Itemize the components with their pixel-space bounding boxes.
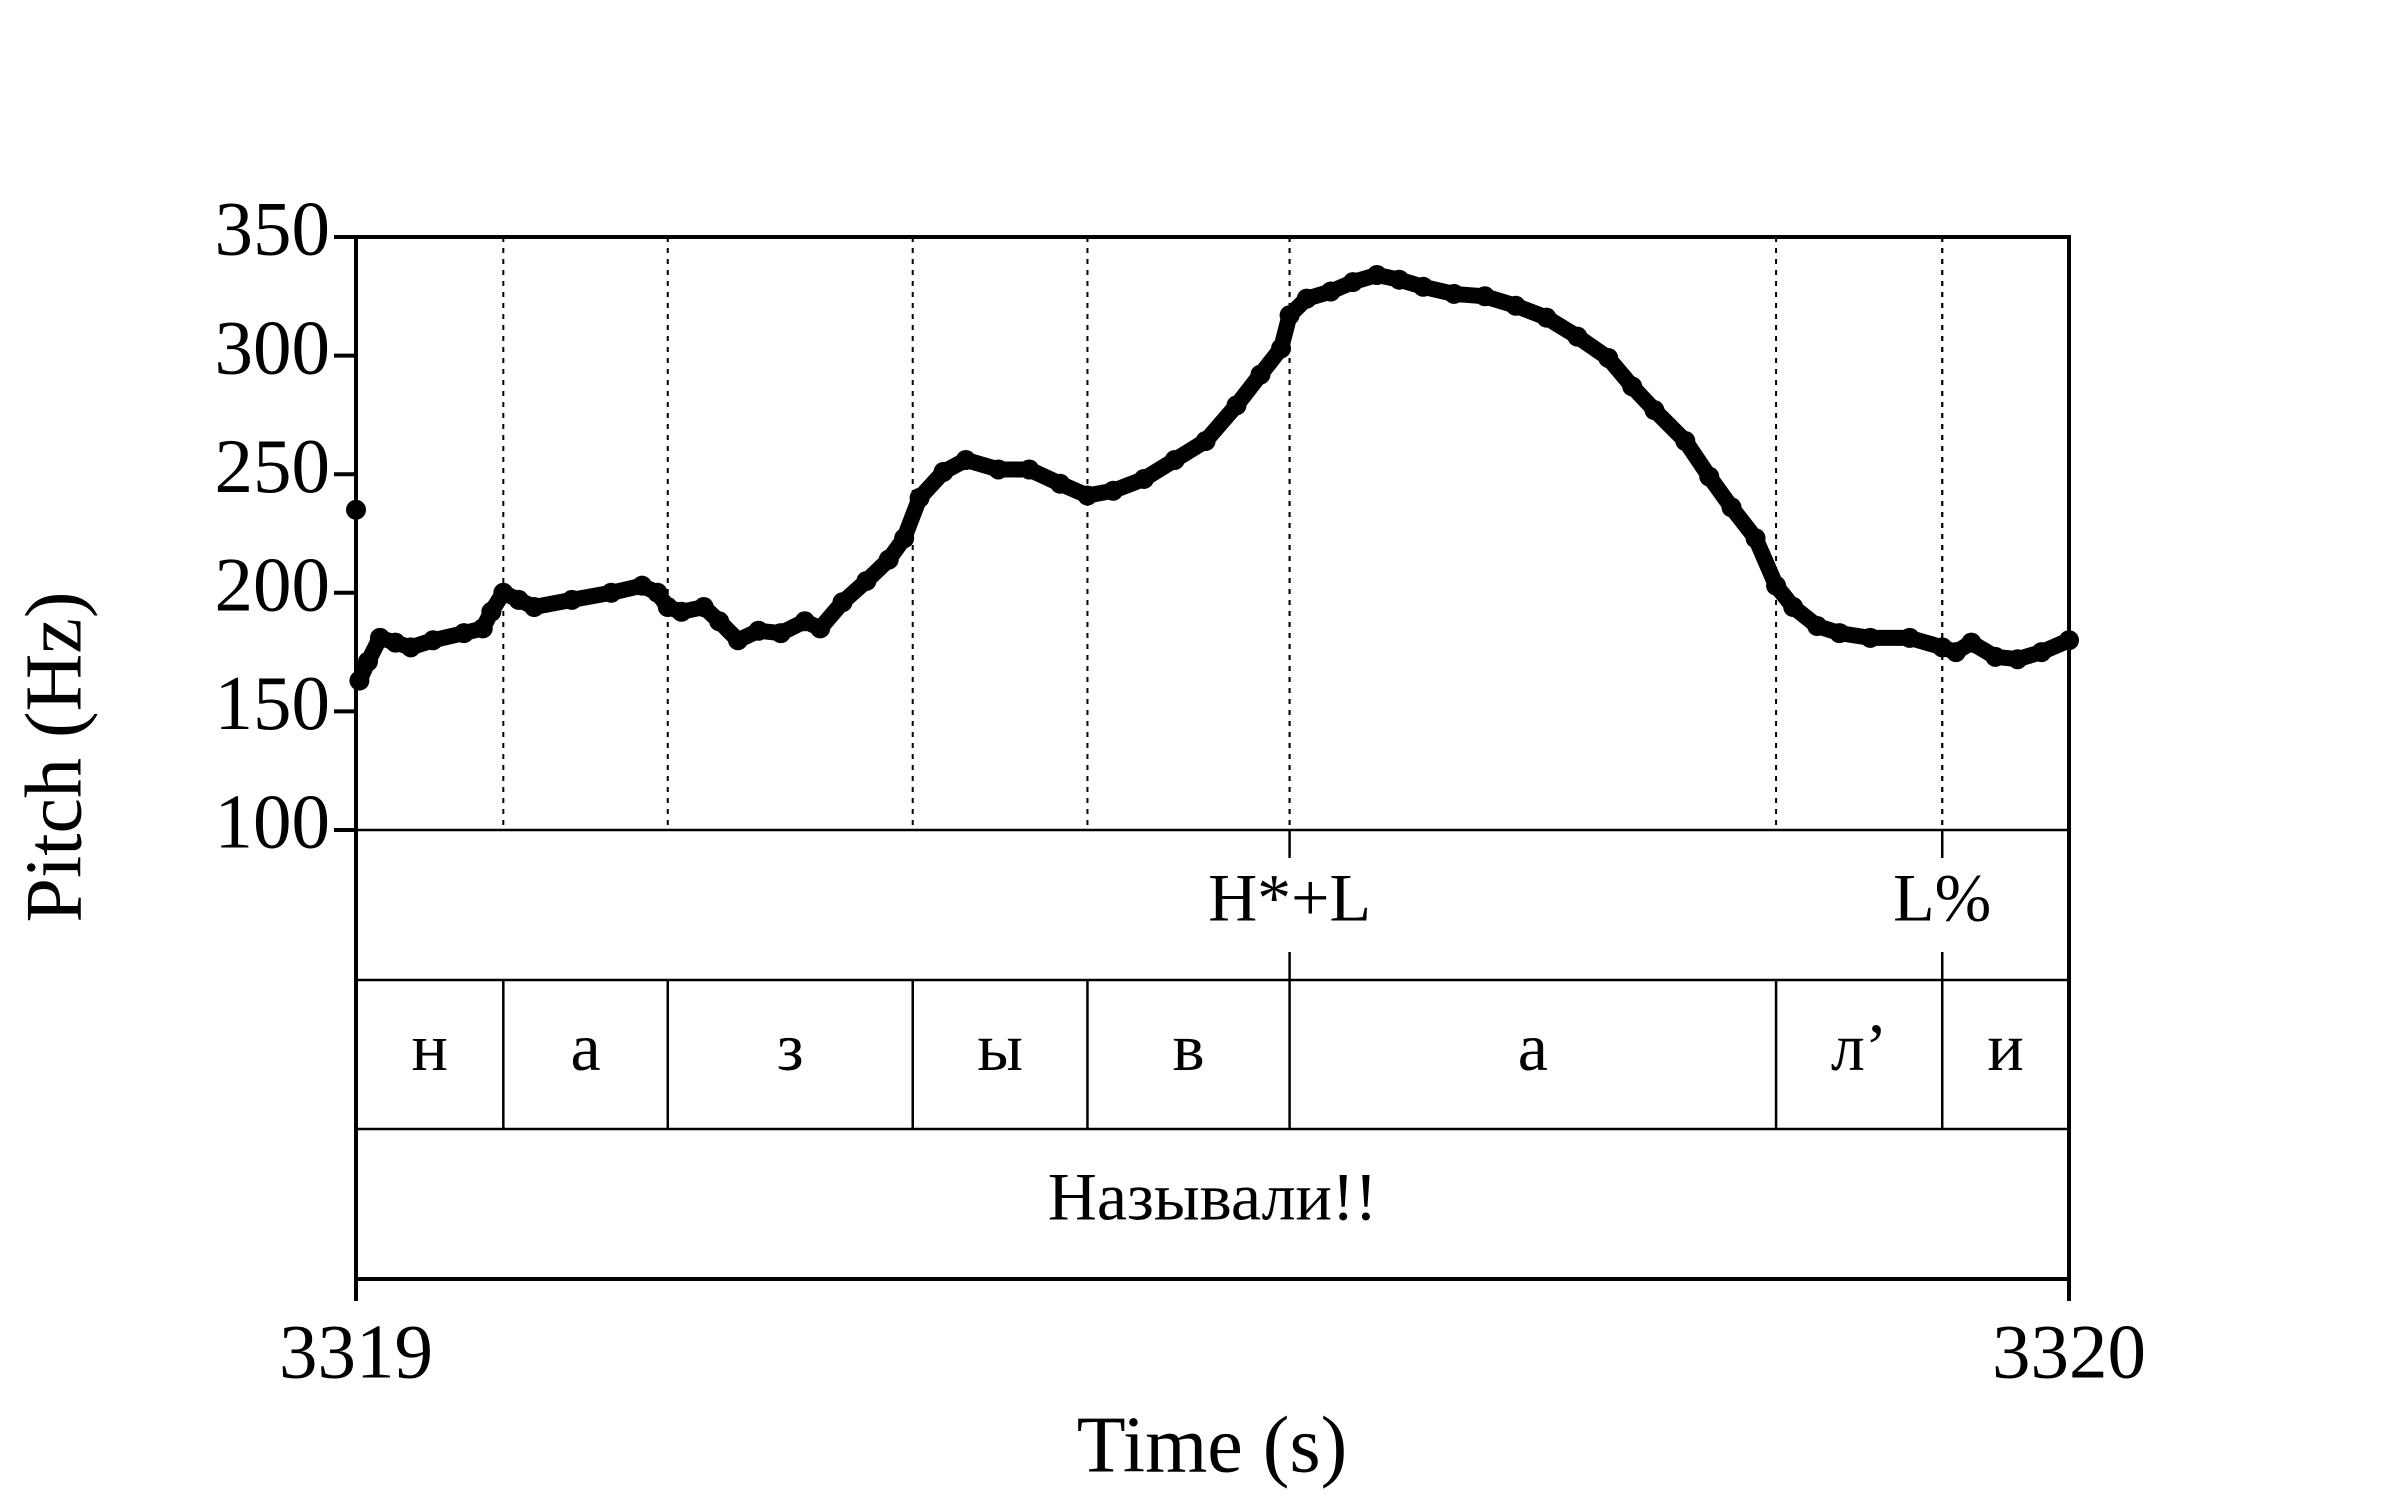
pitch-point xyxy=(1721,497,1742,518)
pitch-point xyxy=(1050,473,1071,494)
y-tick-label: 350 xyxy=(215,186,331,272)
pitch-point xyxy=(988,459,1009,480)
pitch-point xyxy=(794,611,815,632)
pitch-point xyxy=(1164,449,1185,470)
pitch-point xyxy=(878,549,899,570)
pitch-point xyxy=(1103,480,1124,501)
pitch-point xyxy=(601,582,622,603)
pitch-point xyxy=(748,620,769,641)
pitch-point xyxy=(1389,269,1410,290)
pitch-point xyxy=(832,592,853,613)
pitch-point xyxy=(1250,364,1271,385)
segment-label: и xyxy=(1987,1009,2023,1085)
pitch-point xyxy=(909,487,930,508)
pitch-point xyxy=(1766,575,1787,596)
pitch-point xyxy=(1474,286,1495,307)
pitch-point xyxy=(508,589,529,610)
pitch-point xyxy=(1505,295,1526,316)
segment-label: ы xyxy=(977,1009,1023,1085)
segment-label: а xyxy=(570,1009,600,1085)
pitch-point xyxy=(1133,468,1154,489)
x-tick-label: 3319 xyxy=(279,1309,433,1395)
pitch-point xyxy=(1271,338,1292,359)
pitch-point xyxy=(453,623,474,644)
x-tick-label: 3320 xyxy=(1992,1309,2146,1395)
pitch-point xyxy=(2031,642,2052,663)
pitch-point xyxy=(727,630,748,651)
pitch-point xyxy=(1745,528,1766,549)
pitch-point xyxy=(349,670,370,691)
x-axis-label: Time (s) xyxy=(1077,1401,1347,1489)
pitch-point xyxy=(955,449,976,470)
tone-label: L% xyxy=(1893,860,1991,936)
pitch-point xyxy=(1019,459,1040,480)
pitch-point xyxy=(357,651,378,672)
pitch-point xyxy=(1413,276,1434,297)
plot-frame xyxy=(354,235,2071,1281)
y-tick-label: 150 xyxy=(215,660,331,746)
pitch-point xyxy=(524,597,545,618)
pitch-point xyxy=(1444,283,1465,304)
pitch-point xyxy=(1279,305,1300,326)
pitch-point xyxy=(1675,430,1696,451)
pitch-point xyxy=(1320,281,1341,302)
pitch-point xyxy=(1296,288,1317,309)
pitch-point xyxy=(2007,649,2028,670)
pitch-point xyxy=(400,637,421,658)
pitch-point xyxy=(1622,376,1643,397)
pitch-point xyxy=(1829,623,1850,644)
pitch-point xyxy=(1195,430,1216,451)
pitch-point xyxy=(1366,264,1387,285)
pitch-point xyxy=(493,582,514,603)
y-axis-label: Pitch (Hz) xyxy=(10,591,98,922)
pitch-point xyxy=(472,618,493,639)
y-tick-label: 250 xyxy=(215,423,331,509)
segment-label: н xyxy=(411,1009,447,1085)
pitch-point xyxy=(2059,630,2079,651)
pitch-point xyxy=(770,623,791,644)
pitch-point xyxy=(933,461,954,482)
pitch-point xyxy=(693,597,714,618)
pitch-point xyxy=(423,630,444,651)
pitch-point xyxy=(1783,597,1804,618)
pitch-point xyxy=(856,570,877,591)
pitch-point xyxy=(1699,466,1720,487)
pitch-point xyxy=(671,601,692,622)
pitch-point xyxy=(810,618,831,639)
pitch-point xyxy=(1807,616,1828,637)
y-tick-label: 300 xyxy=(215,304,331,390)
pitch-point xyxy=(1226,395,1247,416)
pitch-point xyxy=(1567,326,1588,347)
pitch-point xyxy=(1945,642,1966,663)
pitch-point xyxy=(346,499,366,520)
y-tick-label: 100 xyxy=(215,779,331,865)
pitch-point xyxy=(1985,646,2006,667)
pitch-point xyxy=(632,575,653,596)
y-tick-label: 200 xyxy=(215,541,331,627)
pitch-point xyxy=(1961,632,1982,653)
pitch-point xyxy=(1077,485,1098,506)
tone-label: H*+L xyxy=(1208,860,1371,936)
pitch-point xyxy=(1342,272,1363,293)
pitch-point xyxy=(894,528,915,549)
pitch-point xyxy=(1536,307,1557,328)
pitch-point xyxy=(647,582,668,603)
word-label: Называли!! xyxy=(1048,1159,1377,1235)
pitch-point xyxy=(561,589,582,610)
segment-label: в xyxy=(1172,1009,1204,1085)
segment-label: а xyxy=(1518,1009,1548,1085)
segment-label: з xyxy=(777,1009,804,1085)
pitch-point xyxy=(369,627,390,648)
pitch-point xyxy=(481,601,502,622)
pitch-point xyxy=(1899,627,1920,648)
pitch-point xyxy=(1644,400,1665,421)
pitch-point xyxy=(1598,347,1619,368)
pitch-point xyxy=(385,632,406,653)
segment-label: л’ xyxy=(1831,1009,1888,1085)
pitch-point xyxy=(709,611,730,632)
pitch-point xyxy=(1860,627,1881,648)
